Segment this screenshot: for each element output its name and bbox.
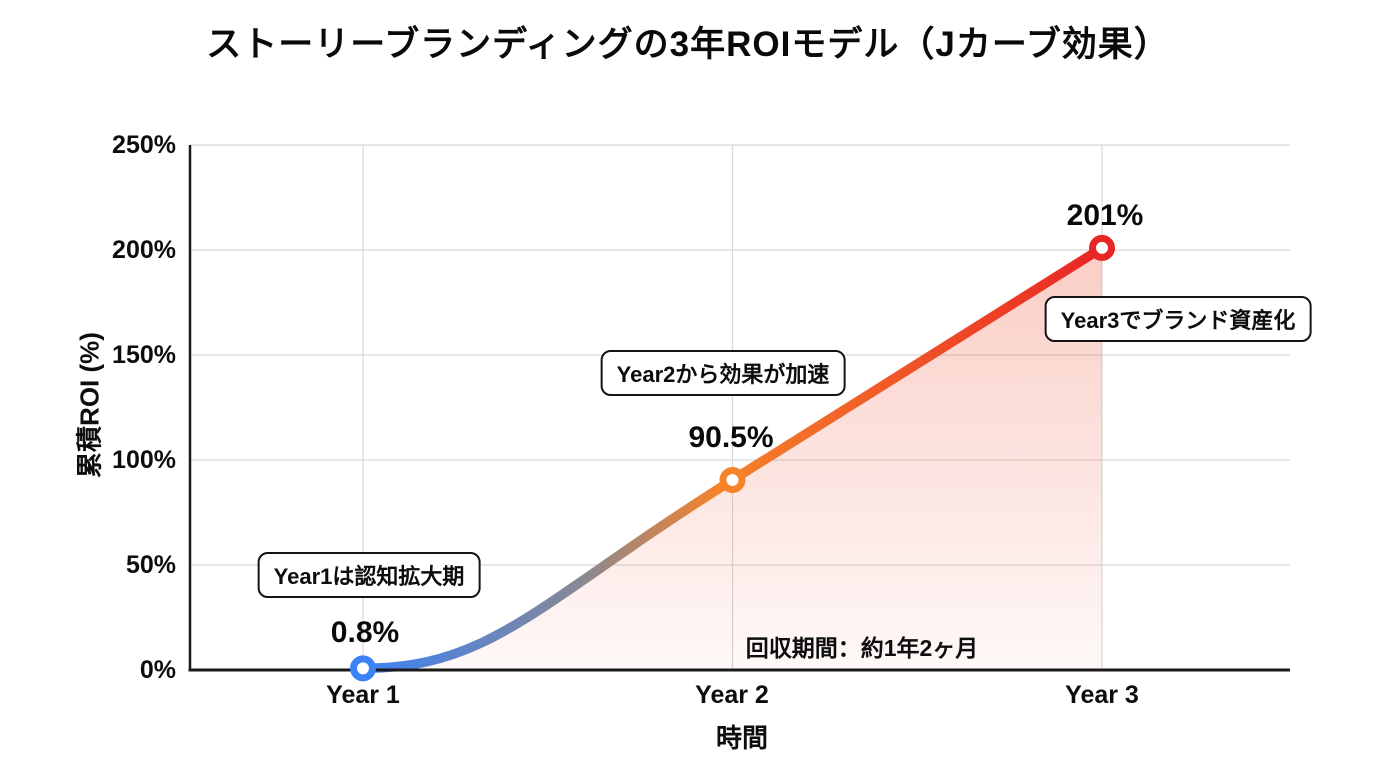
ytick-50: 50%: [125, 551, 176, 579]
xtick-year2: Year 2: [695, 681, 769, 709]
area-under-curve: [363, 247, 1102, 670]
roi-curve-line: [358, 243, 1107, 674]
data-label-year3: 201%: [1066, 199, 1144, 232]
x-axis-label: 時間: [715, 723, 769, 753]
xtick-year1: Year 1: [326, 681, 400, 709]
chart-title: ストーリーブランディングの3年ROIモデル（Jカーブ効果）: [206, 25, 1170, 64]
annotation-year2: Year2から効果が加速: [600, 350, 846, 396]
annotation-year3: Year3でブランド資産化: [1044, 296, 1312, 342]
ytick-200: 200%: [112, 236, 176, 264]
data-label-year2: 90.5%: [688, 421, 774, 454]
annotation-year1: Year1は認知拡大期: [257, 552, 481, 598]
data-point-marker: [350, 655, 376, 682]
data-point-markers: [350, 234, 1115, 682]
ytick-0: 0%: [139, 656, 176, 684]
y-axis-label: 累積ROI (%): [74, 332, 105, 478]
ytick-150: 150%: [112, 341, 176, 369]
data-point-marker: [719, 466, 746, 493]
data-label-year1: 0.8%: [330, 616, 400, 649]
data-point-marker: [1089, 234, 1115, 261]
ytick-250: 250%: [112, 131, 176, 159]
payback-period-note: 回収期間：約1年2ヶ月: [745, 635, 979, 661]
ytick-100: 100%: [112, 446, 176, 474]
xtick-year3: Year 3: [1065, 681, 1139, 709]
